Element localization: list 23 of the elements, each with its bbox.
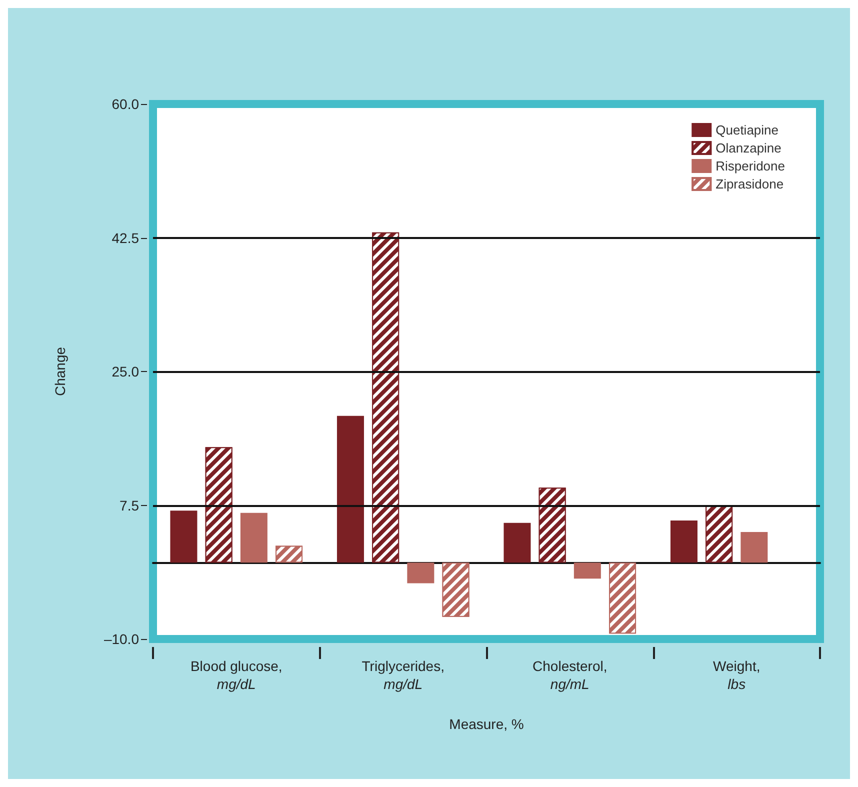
legend-label: Ziprasidone: [716, 176, 784, 192]
x-tick-label: Cholesterol, ng/mL: [532, 658, 608, 692]
bar: [670, 520, 698, 563]
bar: [407, 562, 434, 584]
x-tick-label: Weight, lbs: [713, 658, 760, 692]
bar: [240, 512, 268, 563]
x-axis-title: Measure, %: [449, 716, 524, 732]
bar: [574, 562, 601, 579]
y-tick-label: 42.5: [112, 230, 140, 246]
legend-label: Risperidone: [716, 158, 785, 174]
y-tick-label: –10.0: [104, 631, 140, 647]
y-tick-label: 7.5: [120, 497, 140, 514]
legend-label: Olanzapine: [716, 140, 782, 156]
y-tick-label: 25.0: [112, 364, 140, 380]
bar: [740, 532, 768, 563]
x-tick-label: Triglycerides, mg/dL: [362, 658, 444, 692]
bar: [336, 416, 364, 563]
y-axis-title: Change: [52, 346, 68, 396]
legend-label: Quetiapine: [716, 122, 779, 138]
bar: [170, 510, 198, 563]
y-tick-label: 60.0: [112, 96, 140, 112]
bar: [504, 522, 531, 563]
x-tick-label: Blood glucose, mg/dL: [190, 658, 282, 692]
